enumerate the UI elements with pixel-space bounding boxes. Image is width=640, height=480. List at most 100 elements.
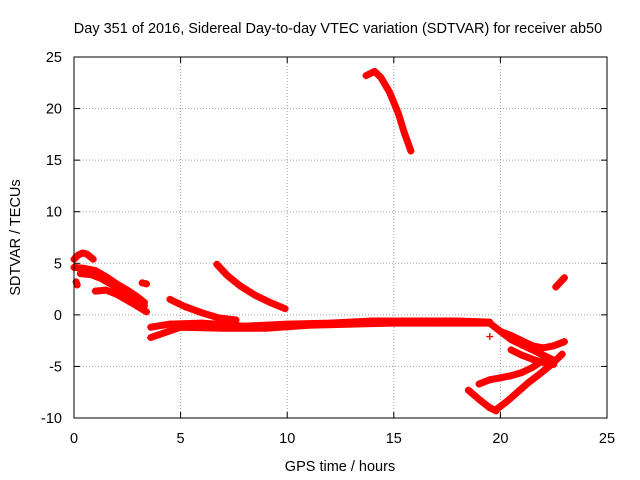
- series-trace: [362, 67, 415, 155]
- data-point: [524, 379, 532, 387]
- data-point: [496, 374, 504, 382]
- data-point: [177, 323, 185, 331]
- data-point: [518, 351, 526, 359]
- series-trace: [552, 274, 568, 291]
- data-points: [70, 67, 568, 415]
- data-point: [486, 404, 494, 412]
- data-point: [347, 320, 355, 328]
- data-point: [486, 319, 494, 327]
- data-point: [507, 372, 515, 380]
- data-point: [142, 280, 150, 288]
- data-point: [74, 251, 82, 259]
- data-point: [539, 351, 547, 359]
- x-tick-label: 15: [386, 431, 402, 447]
- series-arc-early-6: [138, 279, 150, 288]
- data-point: [552, 283, 560, 291]
- y-tick-label: 0: [54, 308, 62, 324]
- data-point: [73, 281, 81, 289]
- data-point: [400, 129, 408, 137]
- data-point: [123, 296, 131, 304]
- data-point: [528, 363, 536, 371]
- series-arc-mid-1: [213, 260, 289, 313]
- axis-ticks: 0 5 10 15 20 25 -10 -5 0 5 10 15 20 25: [41, 50, 615, 447]
- data-point: [91, 287, 99, 295]
- data-point: [496, 327, 504, 335]
- chart-title: Day 351 of 2016, Sidereal Day-to-day VTE…: [74, 21, 602, 37]
- data-point: [394, 109, 402, 117]
- data-point: [390, 319, 398, 327]
- data-point: [266, 298, 274, 306]
- series-arc-early-1: [70, 249, 97, 263]
- x-tick-label: 20: [492, 431, 508, 447]
- data-point: [281, 305, 289, 313]
- data-point: [560, 338, 568, 346]
- data-point: [475, 380, 483, 388]
- data-point: [492, 406, 500, 414]
- grid-lines: [74, 57, 607, 418]
- data-point: [407, 147, 415, 155]
- y-tick-label: 10: [46, 205, 62, 221]
- data-point: [486, 376, 494, 384]
- series-arc-early-4: [91, 286, 150, 316]
- y-tick-label: -5: [49, 359, 62, 375]
- data-point: [507, 346, 515, 354]
- data-point: [219, 324, 227, 332]
- x-tick-label: 10: [279, 431, 295, 447]
- series-arc-late-7: [552, 274, 568, 291]
- data-point: [518, 369, 526, 377]
- data-point: [550, 342, 558, 350]
- data-point: [539, 358, 547, 366]
- x-axis-label: GPS time / hours: [285, 459, 395, 475]
- data-point: [558, 350, 566, 358]
- data-point: [181, 303, 189, 311]
- data-point: [539, 344, 547, 352]
- data-point: [386, 88, 394, 96]
- series-trace: [213, 260, 289, 313]
- data-point: [215, 314, 223, 322]
- data-point: [518, 337, 526, 345]
- data-point: [251, 291, 259, 299]
- series-arc-mid-2: [166, 295, 240, 324]
- data-point: [198, 309, 206, 317]
- data-point: [89, 255, 97, 263]
- data-point: [83, 250, 91, 258]
- y-tick-label: 15: [46, 153, 62, 169]
- data-point: [550, 360, 558, 368]
- series-arc-late-8: [486, 333, 494, 341]
- data-point: [262, 324, 270, 332]
- data-point: [377, 74, 385, 82]
- y-tick-label: -10: [41, 411, 62, 427]
- data-point: [464, 386, 472, 394]
- y-axis-label: SDTVAR / TECUs: [8, 179, 24, 295]
- data-point: [236, 282, 244, 290]
- data-point: [147, 334, 155, 342]
- series-arc-late-5: [496, 327, 568, 352]
- x-tick-label: 25: [599, 431, 615, 447]
- data-point: [507, 331, 515, 339]
- data-point: [113, 290, 121, 298]
- data-point: [528, 355, 536, 363]
- data-point: [432, 319, 440, 327]
- y-tick-label: 25: [46, 50, 62, 66]
- data-point: [134, 303, 142, 311]
- data-point: [224, 272, 232, 280]
- data-point: [166, 295, 174, 303]
- data-point: [79, 249, 87, 257]
- data-point: [513, 388, 521, 396]
- x-tick-label: 5: [177, 431, 185, 447]
- x-tick-label: 0: [70, 431, 78, 447]
- data-point: [213, 260, 221, 268]
- data-point: [166, 320, 174, 328]
- series-trace: [166, 295, 240, 324]
- data-point: [138, 279, 146, 287]
- data-point: [305, 321, 313, 329]
- plot-frame: [73, 56, 608, 419]
- data-point: [87, 271, 95, 279]
- data-point: [147, 323, 155, 331]
- data-point: [486, 333, 494, 341]
- data-point: [108, 281, 116, 289]
- data-point: [371, 67, 379, 75]
- data-point: [528, 342, 536, 350]
- data-point: [232, 316, 240, 324]
